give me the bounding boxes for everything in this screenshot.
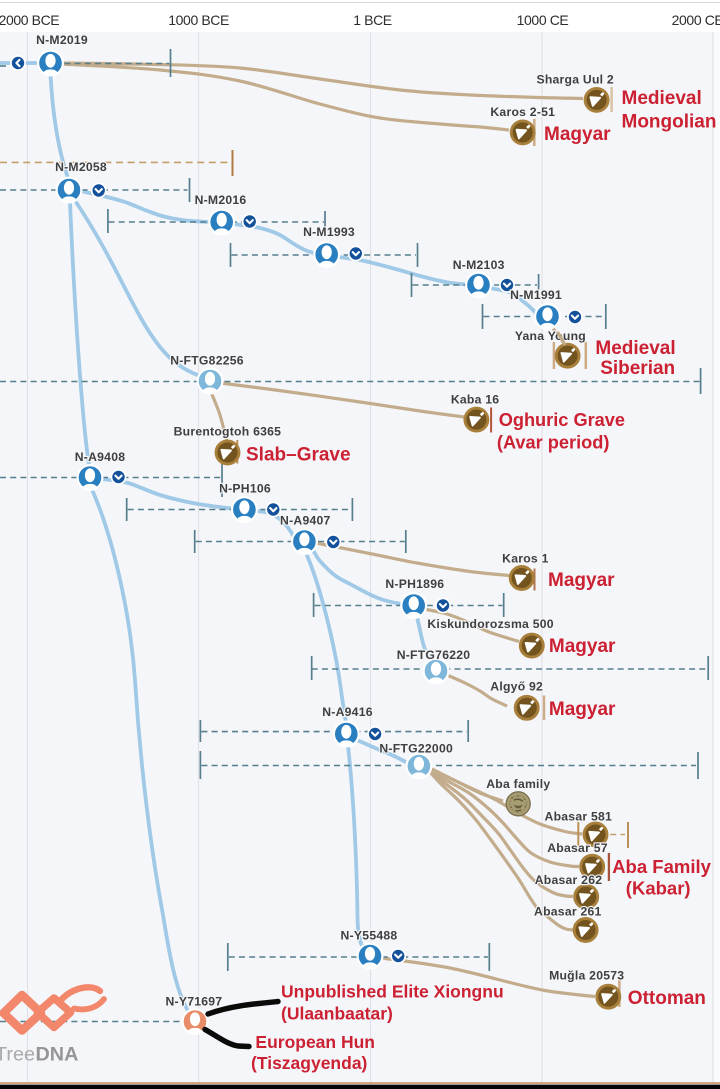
- svg-text:N-M1993: N-M1993: [303, 225, 355, 239]
- svg-text:N-M2103: N-M2103: [453, 258, 505, 272]
- svg-text:Karos 2-51: Karos 2-51: [490, 105, 555, 119]
- svg-text:Medieval: Medieval: [622, 88, 702, 109]
- svg-text:N-FTG82256: N-FTG82256: [170, 354, 244, 368]
- svg-text:Abasar 581: Abasar 581: [545, 810, 613, 824]
- svg-text:Abasar 262: Abasar 262: [535, 873, 603, 887]
- svg-text:2000 CE: 2000 CE: [672, 12, 720, 28]
- svg-text:Magyar: Magyar: [548, 570, 615, 591]
- svg-text:Kaba 16: Kaba 16: [451, 393, 500, 407]
- svg-text:N-M2016: N-M2016: [195, 193, 247, 207]
- svg-text:Oghuric Grave: Oghuric Grave: [499, 410, 625, 430]
- svg-text:DNA: DNA: [36, 1044, 79, 1066]
- svg-text:Siberian: Siberian: [600, 358, 675, 379]
- svg-text:N-Y71697: N-Y71697: [165, 995, 222, 1009]
- svg-text:Aba Family: Aba Family: [612, 856, 711, 877]
- svg-text:Muğla 20573: Muğla 20573: [549, 968, 624, 982]
- svg-text:(Ulaanbaatar): (Ulaanbaatar): [281, 1004, 393, 1024]
- svg-text:1000 BCE: 1000 BCE: [168, 12, 229, 28]
- svg-text:(Kabar): (Kabar): [626, 878, 691, 899]
- svg-text:Abasar 261: Abasar 261: [534, 905, 602, 919]
- svg-text:N-M1991: N-M1991: [510, 288, 562, 302]
- svg-text:Magyar: Magyar: [549, 699, 616, 720]
- svg-text:N-PH1896: N-PH1896: [385, 577, 444, 591]
- svg-text:Medieval: Medieval: [595, 338, 675, 359]
- svg-text:Magyar: Magyar: [549, 636, 616, 657]
- svg-text:Slab–Grave: Slab–Grave: [246, 445, 351, 466]
- svg-text:N-A9408: N-A9408: [75, 450, 126, 464]
- svg-text:Algyő 92: Algyő 92: [490, 680, 543, 694]
- svg-text:Unpublished Elite Xiongnu: Unpublished Elite Xiongnu: [281, 982, 504, 1002]
- svg-text:Sharga Uul 2: Sharga Uul 2: [536, 73, 614, 87]
- svg-text:Abasar 57: Abasar 57: [547, 841, 608, 855]
- svg-text:Yana Young: Yana Young: [515, 329, 586, 343]
- svg-text:Aba family: Aba family: [486, 777, 550, 791]
- svg-text:(Avar period): (Avar period): [497, 433, 610, 453]
- svg-text:N-A9416: N-A9416: [322, 705, 373, 719]
- svg-text:Burentogtoh 6365: Burentogtoh 6365: [174, 425, 282, 439]
- svg-text:Ottoman: Ottoman: [628, 988, 706, 1009]
- svg-text:1000 CE: 1000 CE: [517, 12, 569, 28]
- svg-text:N-FTG76220: N-FTG76220: [397, 648, 471, 662]
- svg-text:N-FTG22000: N-FTG22000: [379, 742, 453, 756]
- svg-text:Magyar: Magyar: [544, 124, 611, 145]
- svg-text:Karos 1: Karos 1: [502, 552, 548, 566]
- svg-text:N-Y55488: N-Y55488: [341, 929, 398, 943]
- svg-text:Kiskundorozsma 500: Kiskundorozsma 500: [427, 617, 553, 631]
- svg-text:N-M2058: N-M2058: [55, 160, 107, 174]
- svg-text:N-PH106: N-PH106: [219, 482, 271, 496]
- svg-text:N-A9407: N-A9407: [280, 514, 331, 528]
- svg-text:FamilyTree: FamilyTree: [0, 1044, 35, 1066]
- svg-text:N-M2019: N-M2019: [36, 33, 88, 47]
- svg-text:1 BCE: 1 BCE: [353, 12, 392, 28]
- svg-text:European Hun: European Hun: [255, 1032, 375, 1052]
- svg-text:(Tiszagyenda): (Tiszagyenda): [251, 1053, 367, 1073]
- svg-text:2000 BCE: 2000 BCE: [0, 12, 59, 28]
- svg-text:Mongolian: Mongolian: [622, 112, 717, 133]
